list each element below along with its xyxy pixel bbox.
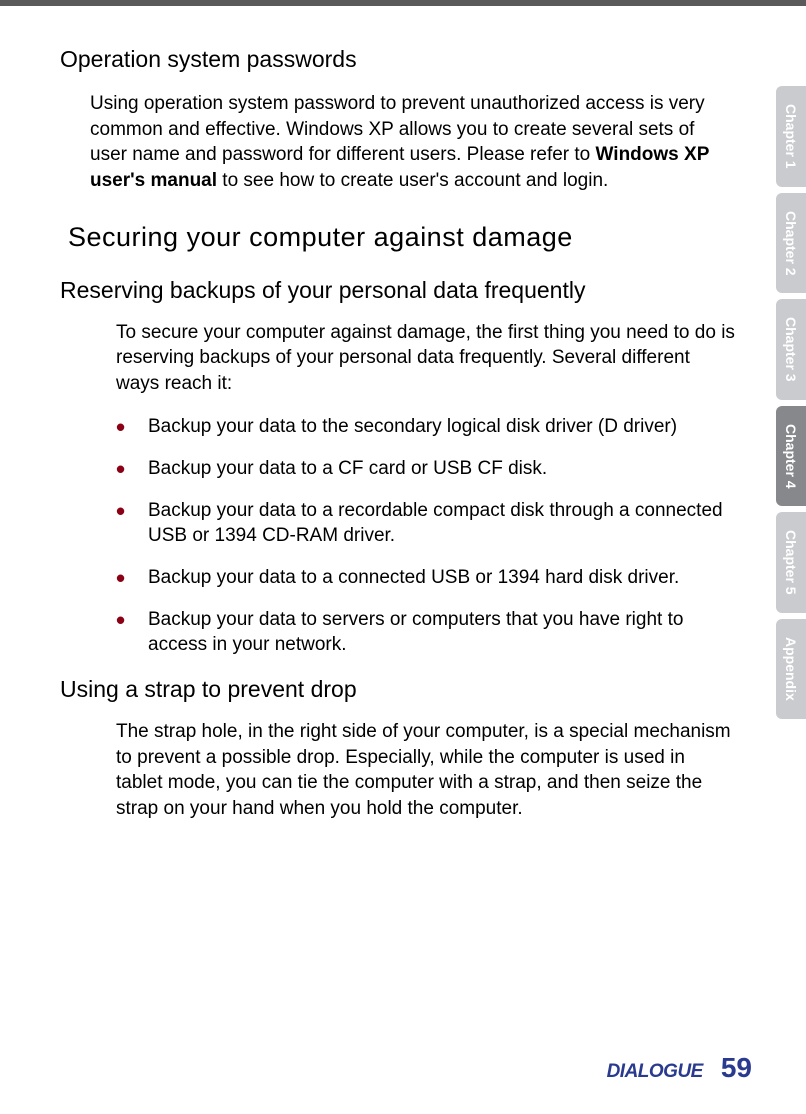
text-after-bold: to see how to create user's account and … <box>217 170 608 191</box>
bullet-item: Backup your data to servers or computers… <box>116 607 736 658</box>
paragraph-os-passwords: Using operation system password to preve… <box>90 91 736 194</box>
heading-securing-damage: Securing your computer against damage <box>68 222 736 253</box>
bullet-item: Backup your data to a recordable compact… <box>116 498 736 549</box>
bullet-list-backups: Backup your data to the secondary logica… <box>116 414 736 657</box>
heading-backups: Reserving backups of your personal data … <box>60 277 736 304</box>
heading-os-passwords: Operation system passwords <box>60 46 736 73</box>
page-content: Operation system passwords Using operati… <box>0 6 806 822</box>
tab-chapter-1[interactable]: Chapter 1 <box>776 86 806 187</box>
section-securing: Securing your computer against damage Re… <box>86 222 736 822</box>
tab-appendix[interactable]: Appendix <box>776 619 806 719</box>
tab-chapter-3[interactable]: Chapter 3 <box>776 299 806 400</box>
chapter-tabs: Chapter 1 Chapter 2 Chapter 3 Chapter 4 … <box>776 86 806 725</box>
page-number: 59 <box>721 1052 752 1084</box>
paragraph-strap: The strap hole, in the right side of you… <box>116 719 736 822</box>
bullet-item: Backup your data to a CF card or USB CF … <box>116 456 736 482</box>
tab-chapter-2[interactable]: Chapter 2 <box>776 193 806 294</box>
heading-strap: Using a strap to prevent drop <box>60 676 736 703</box>
paragraph-backups-intro: To secure your computer against damage, … <box>116 320 736 397</box>
tab-chapter-4[interactable]: Chapter 4 <box>776 406 806 507</box>
bullet-item: Backup your data to a connected USB or 1… <box>116 565 736 591</box>
tab-chapter-5[interactable]: Chapter 5 <box>776 512 806 613</box>
page-footer: DIALOGUE 59 <box>607 1052 752 1084</box>
brand-logo: DIALOGUE <box>607 1061 703 1083</box>
bullet-item: Backup your data to the secondary logica… <box>116 414 736 440</box>
